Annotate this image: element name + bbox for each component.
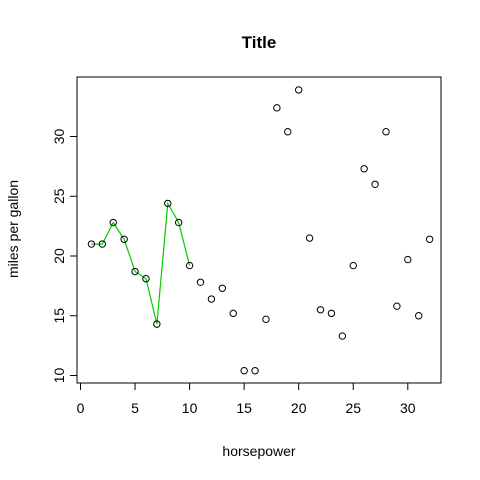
y-tick-label: 10 [51, 368, 67, 384]
data-point [196, 278, 205, 286]
data-point [153, 320, 161, 328]
data-point [338, 332, 347, 340]
data-point [251, 367, 259, 375]
y-axis-label: miles per gallon [5, 180, 21, 278]
data-point [327, 309, 336, 318]
data-point [393, 302, 401, 310]
data-point [360, 165, 368, 173]
data-point [349, 261, 357, 270]
y-axis: 10 15 20 25 30 [51, 129, 78, 384]
data-point [404, 255, 412, 264]
green-line [91, 201, 191, 325]
plot-frame [76, 76, 442, 384]
x-tick-label: 5 [131, 400, 139, 416]
data-point [131, 267, 139, 276]
data-point [415, 312, 423, 320]
data-point [109, 218, 117, 227]
x-axis-label: horsepower [222, 443, 295, 459]
data-point [284, 128, 292, 136]
data-point [425, 235, 434, 243]
x-tick-label: 25 [345, 400, 361, 416]
data-point [174, 218, 183, 227]
x-tick-label: 10 [182, 400, 198, 416]
x-tick-label: 20 [291, 400, 307, 416]
y-tick-label: 20 [51, 248, 67, 264]
data-point [371, 180, 379, 189]
data-point [229, 309, 237, 318]
x-tick-label: 0 [77, 400, 85, 416]
x-tick-label: 30 [400, 400, 416, 416]
y-tick-label: 25 [51, 188, 67, 204]
chart-title: Title [242, 33, 277, 52]
scatter-points [87, 86, 434, 375]
data-point [142, 275, 150, 283]
data-point [120, 235, 128, 243]
data-point [382, 128, 390, 136]
data-point [98, 240, 107, 248]
data-point [273, 104, 281, 112]
data-point [185, 261, 194, 270]
y-tick-label: 30 [51, 129, 67, 145]
y-tick-label: 15 [51, 308, 67, 324]
x-tick-label: 15 [236, 400, 252, 416]
data-point [316, 306, 325, 314]
data-point [240, 367, 248, 375]
data-point [218, 284, 227, 292]
data-point [305, 234, 314, 242]
data-point [164, 199, 172, 208]
data-point [262, 315, 270, 324]
x-axis: 0 5 10 15 20 25 30 [77, 382, 416, 416]
data-point [295, 86, 303, 94]
line-series [91, 201, 191, 325]
data-point [87, 240, 96, 248]
data-point [207, 295, 216, 303]
